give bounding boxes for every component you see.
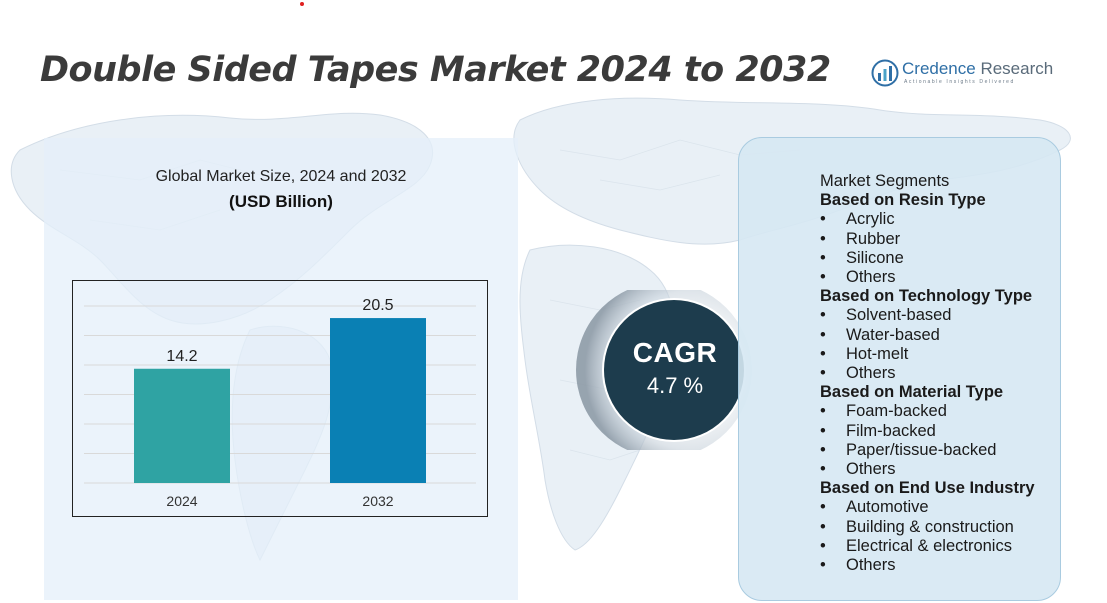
segment-group-title: Based on Material Type — [820, 383, 1004, 402]
segment-item-label: Others — [846, 268, 896, 287]
segment-item: • Others — [820, 556, 1060, 575]
bullet-icon: • — [820, 248, 826, 267]
segment-item: • Building & construction — [820, 518, 1060, 537]
segment-item: • Foam-backed — [820, 402, 1060, 421]
segment-item: • Silicone — [820, 249, 1060, 268]
cagr-value: 4.7 % — [646, 373, 704, 398]
chart-frame — [72, 280, 488, 517]
bullet-icon: • — [820, 364, 826, 383]
bar-2024 — [134, 368, 230, 483]
bullet-icon: • — [820, 268, 826, 287]
bullet-icon: • — [820, 229, 826, 248]
page-title: Double Sided Tapes Market 2024 to 2032 — [40, 50, 831, 90]
chart-title: Global Market Size, 2024 and 2032 — [155, 168, 407, 185]
cagr-label: CAGR — [632, 337, 718, 368]
credence-research-logo: Credence Research Actionable Insights De… — [871, 58, 1071, 90]
logo-name: Credence Research — [902, 59, 1053, 79]
segment-item: • Water-based — [820, 326, 1060, 345]
segment-item-label: Rubber — [846, 229, 901, 248]
segment-item-label: Solvent-based — [846, 306, 952, 325]
bullet-icon: • — [820, 325, 826, 344]
x-tick-label: 2032 — [362, 493, 393, 509]
market-segments-list: Market Segments Based on Resin Type • Acry… — [820, 172, 1060, 575]
segment-item-label: Building & construction — [846, 517, 1014, 536]
cagr-badge — [576, 290, 752, 450]
segment-item-label: Others — [846, 460, 896, 479]
segment-item: • Others — [820, 364, 1060, 383]
segment-group-title: Based on Resin Type — [820, 191, 986, 210]
bullet-icon: • — [820, 498, 826, 517]
segment-item-label: Paper/tissue-backed — [846, 440, 997, 459]
bullet-icon: • — [820, 556, 826, 575]
segment-item: • Automotive — [820, 498, 1060, 517]
bullet-icon: • — [820, 210, 826, 229]
segment-item: • Acrylic — [820, 210, 1060, 229]
segment-group-title: Based on Technology Type — [820, 287, 1033, 306]
data-label: 20.5 — [362, 297, 393, 314]
segment-item-label: Electrical & electronics — [846, 536, 1012, 555]
segment-item-label: Foam-backed — [846, 402, 947, 421]
bullet-icon: • — [820, 402, 826, 421]
segment-group-title: Based on End Use Industry — [820, 479, 1035, 498]
bullet-icon: • — [820, 344, 826, 363]
segments-heading: Market Segments — [820, 172, 950, 190]
bar-2032 — [330, 318, 426, 483]
segment-item-label: Acrylic — [846, 210, 895, 229]
segment-item-label: Water-based — [846, 325, 940, 344]
cagr-circle — [604, 300, 744, 440]
segment-item: • Others — [820, 268, 1060, 287]
bullet-icon: • — [820, 440, 826, 459]
segment-item-label: Film-backed — [846, 421, 936, 440]
segment-item-label: Silicone — [846, 248, 904, 267]
segment-item-label: Hot-melt — [846, 344, 909, 363]
segment-item-label: Others — [846, 364, 896, 383]
market-size-bar-chart: 14.2 2024 20.5 2032 — [72, 280, 488, 517]
segment-item: • Others — [820, 460, 1060, 479]
logo-name-part1: Credence — [902, 59, 976, 78]
segment-item: • Solvent-based — [820, 306, 1060, 325]
bullet-icon: • — [820, 460, 826, 479]
segment-item-label: Others — [846, 556, 896, 575]
market-size-panel — [44, 138, 518, 600]
segment-item: • Rubber — [820, 230, 1060, 249]
x-tick-label: 2024 — [166, 493, 197, 509]
logo-icon — [871, 59, 899, 87]
chart-subtitle: (USD Billion) — [229, 192, 333, 211]
bullet-icon: • — [820, 421, 826, 440]
segment-item: • Hot-melt — [820, 345, 1060, 364]
segment-item: • Electrical & electronics — [820, 537, 1060, 556]
segment-item: • Paper/tissue-backed — [820, 441, 1060, 460]
data-label: 14.2 — [166, 348, 197, 365]
logo-name-part2: Research — [975, 59, 1054, 78]
bullet-icon: • — [820, 517, 826, 536]
segment-item: • Film-backed — [820, 422, 1060, 441]
bullet-icon: • — [820, 306, 826, 325]
red-dot-marker — [300, 2, 304, 6]
segments-panel — [738, 137, 1061, 601]
logo-tagline: Actionable Insights Delivered — [904, 79, 1015, 85]
bullet-icon: • — [820, 536, 826, 555]
segment-item-label: Automotive — [846, 498, 929, 517]
